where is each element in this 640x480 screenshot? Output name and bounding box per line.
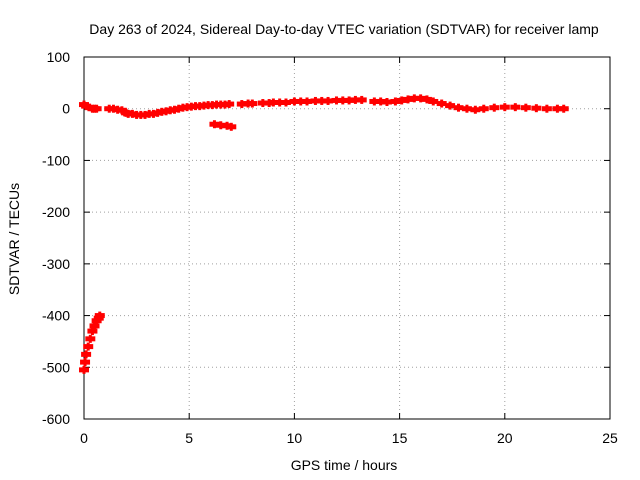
data-point: [83, 342, 94, 351]
x-tick-label: 15: [392, 430, 408, 446]
data-point: [85, 334, 96, 343]
data-point: [381, 97, 392, 106]
y-tick-label: -300: [42, 256, 70, 272]
data-point: [428, 97, 439, 106]
data-points: [79, 94, 569, 374]
axis-ticks: [83, 56, 611, 420]
data-point: [558, 104, 569, 113]
y-axis-label: SDTVAR / TECUs: [6, 183, 22, 295]
data-point: [80, 358, 91, 367]
x-axis-label: GPS time / hours: [291, 457, 398, 473]
y-tick-label: -500: [42, 359, 70, 375]
data-point: [91, 104, 102, 113]
tick-labels: 0 5 10 15 20 25 100 0 -100 -200 -300 -400 -500 -600: [42, 49, 618, 446]
grid: [84, 57, 610, 419]
y-tick-label: -400: [42, 308, 70, 324]
data-point: [89, 321, 100, 330]
data-point: [478, 104, 489, 113]
y-tick-label: -200: [42, 204, 70, 220]
data-point: [445, 101, 456, 110]
x-tick-label: 5: [185, 430, 193, 446]
data-point: [499, 103, 510, 112]
x-tick-label: 20: [497, 430, 513, 446]
x-tick-label: 0: [80, 430, 88, 446]
data-point: [81, 350, 92, 359]
data-point: [470, 105, 481, 114]
data-point: [247, 99, 258, 108]
data-point: [280, 98, 291, 107]
data-point: [461, 104, 472, 113]
data-point: [356, 95, 367, 104]
x-tick-label: 25: [602, 430, 618, 446]
y-tick-label: -100: [42, 152, 70, 168]
chart-title: Day 263 of 2024, Sidereal Day-to-day VTE…: [89, 21, 599, 37]
plot-frame: [83, 56, 611, 420]
data-point: [541, 104, 552, 113]
data-point: [323, 96, 334, 105]
x-tick-label: 10: [287, 430, 303, 446]
data-point: [531, 104, 542, 113]
data-point: [94, 311, 105, 320]
data-point: [81, 102, 92, 111]
y-tick-label: -600: [42, 411, 70, 427]
data-point: [489, 103, 500, 112]
y-tick-label: 0: [62, 101, 70, 117]
data-point: [87, 327, 98, 336]
data-point: [224, 100, 235, 109]
data-point: [436, 99, 447, 108]
data-point: [302, 97, 313, 106]
y-tick-label: 100: [47, 49, 71, 65]
data-point: [79, 365, 89, 374]
data-point: [520, 103, 531, 112]
data-point: [226, 122, 237, 131]
data-point: [453, 103, 464, 112]
data-point: [510, 103, 521, 112]
